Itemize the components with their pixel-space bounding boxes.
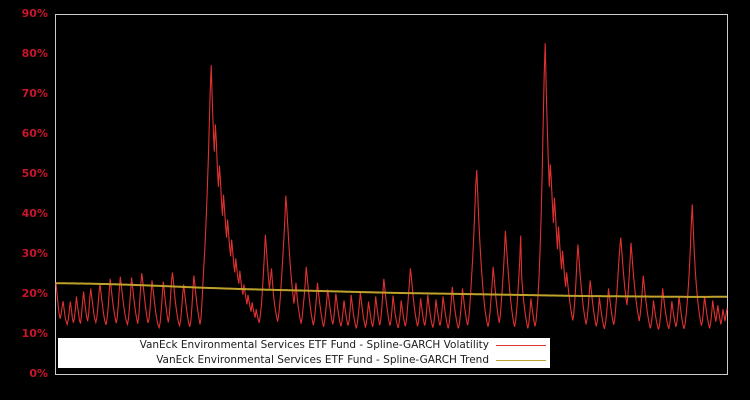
- series-volatility-line: [55, 43, 728, 330]
- legend-entry-trend: VanEck Environmental Services ETF Fund -…: [58, 353, 550, 368]
- y-tick-label: 20%: [21, 287, 48, 300]
- plot-frame: [55, 14, 728, 375]
- chart-legend: VanEck Environmental Services ETF Fund -…: [58, 338, 550, 368]
- y-tick-label: 30%: [21, 247, 48, 260]
- y-tick-label: 10%: [21, 327, 48, 340]
- legend-entry-volatility: VanEck Environmental Services ETF Fund -…: [58, 338, 550, 353]
- series-trend-line: [55, 282, 727, 298]
- plot-border: [55, 14, 728, 375]
- y-tick-label: 90%: [21, 7, 48, 20]
- y-tick-label: 0%: [29, 367, 48, 380]
- legend-swatch-volatility: [496, 345, 546, 346]
- volatility-path: [55, 43, 728, 330]
- legend-label-volatility: VanEck Environmental Services ETF Fund -…: [139, 339, 489, 351]
- legend-label-trend: VanEck Environmental Services ETF Fund -…: [156, 354, 489, 366]
- legend-swatch-trend: [496, 360, 546, 361]
- y-tick-label: 60%: [21, 127, 48, 140]
- y-tick-label: 40%: [21, 207, 48, 220]
- y-tick-label: 70%: [21, 87, 48, 100]
- y-tick-label: 80%: [21, 47, 48, 60]
- y-tick-label: 50%: [21, 167, 48, 180]
- trend-path: [55, 282, 727, 298]
